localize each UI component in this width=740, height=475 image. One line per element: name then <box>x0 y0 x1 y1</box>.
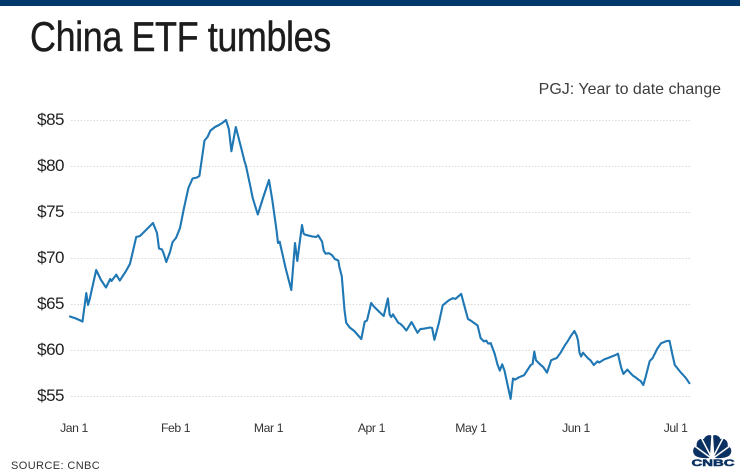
svg-text:Jun 1: Jun 1 <box>562 421 590 435</box>
svg-text:Jul 1: Jul 1 <box>664 421 688 435</box>
svg-text:May 1: May 1 <box>455 421 487 435</box>
svg-text:Mar 1: Mar 1 <box>254 421 284 435</box>
svg-text:Feb 1: Feb 1 <box>161 421 191 435</box>
svg-text:$80: $80 <box>37 156 64 175</box>
svg-text:CNBC: CNBC <box>692 458 735 469</box>
svg-text:$75: $75 <box>37 202 64 221</box>
svg-text:Jan 1: Jan 1 <box>60 421 88 435</box>
svg-text:$60: $60 <box>37 340 64 359</box>
svg-text:$65: $65 <box>37 294 64 313</box>
svg-text:$85: $85 <box>37 110 64 129</box>
svg-text:Apr 1: Apr 1 <box>358 421 386 435</box>
svg-text:$55: $55 <box>37 386 64 405</box>
svg-text:$70: $70 <box>37 248 64 267</box>
